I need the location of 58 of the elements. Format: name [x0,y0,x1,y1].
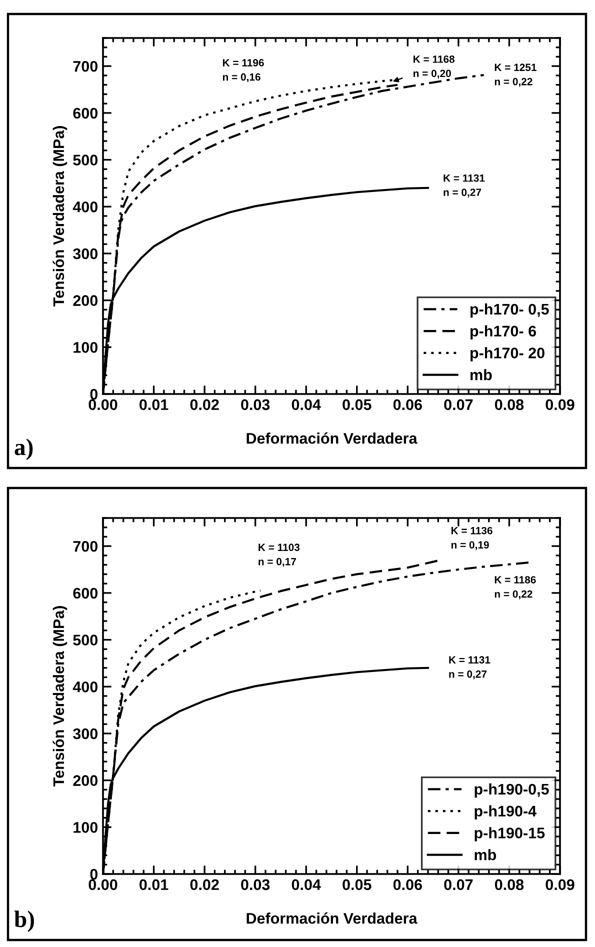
x-tick-label: 0.03 [241,399,270,410]
annotation: K = 1136 n = 0,19 [451,526,492,550]
y-tick-label: 300 [73,248,98,260]
y-tick-label: 500 [73,634,98,646]
legend-label: mb [470,369,492,380]
legend-label: p-h190-15 [474,827,545,842]
legend-label: p-h170- 6 [470,325,536,340]
text: b) [14,910,34,932]
x-tick-label: 0.08 [494,399,524,410]
legend-label: p-h190-4 [474,805,536,820]
y-tick-label: 0 [90,868,98,880]
y-tick-label: 200 [73,295,98,306]
x-tick-label: 0.07 [444,879,473,890]
y-axis-title: Tensión Verdadera (MPa) [52,606,68,787]
x-tick-label: 0.02 [190,879,219,890]
x-tick-label: 0.06 [393,399,422,410]
annotation: K = 1131 n = 0,27 [444,174,485,198]
y-tick-label: 400 [72,202,98,212]
x-axis-title: Deformación Verdadera [246,432,418,444]
x-tick-label: 0.04 [292,879,321,890]
y-tick-label: 200 [73,775,98,786]
y-tick-label: 100 [74,822,98,833]
y-tick-label: 100 [74,342,98,353]
x-tick-label: 0.07 [444,399,473,410]
annotation: K = 1168 n = 0,20 [414,55,455,79]
x-tick-label: 0.00 [88,879,118,890]
legend-label: p-h170- 20 [470,347,544,362]
x-tick-label: 0.02 [190,399,219,410]
x-tick-label: 0.04 [292,399,321,410]
y-tick-label: 400 [72,682,98,692]
x-tick-label: 0.06 [393,879,422,890]
y-tick-label: 0 [90,388,98,400]
annotation: K = 1251 n = 0,22 [494,64,536,87]
y-tick-label: 300 [73,728,98,740]
text: a) [14,438,33,460]
x-tick-label: 0.09 [546,879,574,890]
legend-label: mb [474,849,496,860]
annotation: K = 1196 n = 0,16 [222,59,264,82]
annotation: K = 1186 n = 0,22 [494,576,536,600]
y-tick-label: 700 [73,540,98,552]
y-axis-title: Tensión Verdadera (MPa) [52,126,68,307]
x-tick-label: 0.01 [140,879,168,890]
x-tick-label: 0.05 [342,879,372,890]
y-tick-label: 700 [73,60,98,72]
x-tick-label: 0.09 [546,399,574,410]
legend-label: p-h170- 0,5 [470,303,549,318]
annotation: K = 1131 n = 0,27 [449,656,490,680]
x-axis-title: Deformación Verdadera [246,912,418,924]
legend-label: p-h190-0,5 [474,783,549,798]
y-tick-label: 500 [73,154,98,166]
annotation: K = 1103 n = 0,17 [258,544,300,567]
y-tick-label: 600 [73,108,98,119]
x-tick-label: 0.05 [342,399,372,410]
x-tick-label: 0.08 [494,879,524,890]
x-tick-label: 0.03 [241,879,270,890]
x-tick-label: 0.01 [140,399,168,410]
y-tick-label: 600 [73,588,98,599]
x-tick-label: 0.00 [88,399,118,410]
